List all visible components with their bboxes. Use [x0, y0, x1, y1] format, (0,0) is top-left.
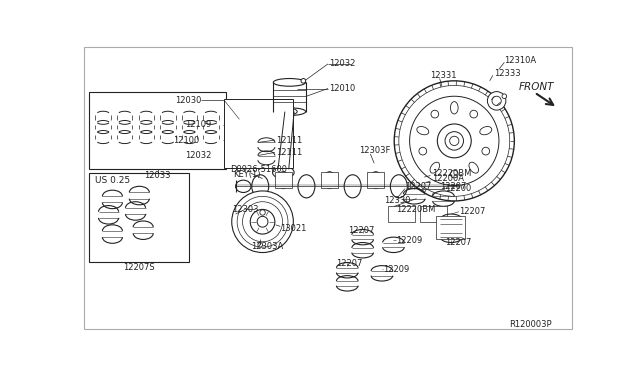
Circle shape — [492, 96, 501, 106]
Circle shape — [232, 191, 293, 253]
Bar — [90, 173, 189, 262]
Text: US 0.25: US 0.25 — [95, 176, 131, 185]
Circle shape — [451, 170, 458, 178]
Text: 12032: 12032 — [330, 60, 356, 68]
Ellipse shape — [480, 126, 492, 135]
Circle shape — [258, 243, 262, 247]
Circle shape — [243, 202, 283, 242]
Text: 12111: 12111 — [276, 148, 302, 157]
Text: 12207: 12207 — [459, 207, 485, 216]
Text: 12109: 12109 — [186, 120, 212, 129]
Ellipse shape — [429, 175, 446, 198]
Ellipse shape — [369, 172, 382, 189]
Text: R120003P: R120003P — [509, 320, 552, 330]
Circle shape — [285, 106, 291, 110]
Text: 12207: 12207 — [405, 182, 431, 191]
Circle shape — [237, 196, 288, 247]
Text: 12100: 12100 — [173, 136, 200, 145]
Text: 12207: 12207 — [336, 259, 362, 268]
Text: 12209: 12209 — [383, 265, 410, 274]
Ellipse shape — [344, 175, 361, 198]
Ellipse shape — [390, 175, 407, 198]
Text: 12333: 12333 — [494, 68, 521, 78]
Text: 12209: 12209 — [396, 236, 422, 245]
Circle shape — [419, 147, 427, 155]
Text: 12033: 12033 — [145, 171, 171, 180]
Circle shape — [450, 136, 459, 145]
Bar — [90, 92, 227, 169]
Bar — [420, 206, 447, 222]
Text: 12030: 12030 — [175, 96, 202, 105]
Ellipse shape — [451, 102, 458, 114]
Circle shape — [502, 94, 507, 99]
Circle shape — [470, 110, 477, 118]
Text: 12207S: 12207S — [124, 263, 155, 272]
Bar — [410, 173, 427, 188]
Ellipse shape — [412, 172, 424, 189]
Text: 12220BM: 12220BM — [432, 169, 471, 178]
Ellipse shape — [298, 175, 315, 198]
Ellipse shape — [252, 175, 269, 198]
Text: 12331: 12331 — [431, 71, 457, 80]
Ellipse shape — [323, 172, 336, 189]
Text: 13021: 13021 — [280, 224, 307, 233]
Circle shape — [482, 147, 490, 155]
Text: 12111: 12111 — [276, 136, 302, 145]
Text: 12207: 12207 — [440, 182, 466, 191]
Bar — [388, 206, 415, 222]
Ellipse shape — [417, 126, 429, 135]
Text: FRONT: FRONT — [519, 82, 554, 92]
Bar — [275, 173, 292, 188]
Text: 12207: 12207 — [348, 226, 374, 235]
Circle shape — [437, 124, 471, 158]
Bar — [321, 173, 338, 188]
Text: 12200: 12200 — [445, 184, 471, 193]
Ellipse shape — [236, 180, 251, 192]
Circle shape — [488, 92, 506, 110]
Text: 12330: 12330 — [384, 196, 411, 205]
Bar — [436, 216, 465, 239]
Text: 12010: 12010 — [330, 84, 356, 93]
Circle shape — [394, 81, 515, 201]
Text: 12032: 12032 — [186, 151, 212, 160]
Ellipse shape — [282, 109, 297, 115]
Circle shape — [257, 217, 268, 227]
Circle shape — [301, 78, 306, 83]
Bar — [224, 99, 293, 168]
Circle shape — [410, 96, 499, 186]
Text: 12200A: 12200A — [432, 174, 464, 183]
Text: 12220BM: 12220BM — [396, 205, 435, 214]
Circle shape — [399, 86, 509, 196]
Circle shape — [260, 210, 265, 215]
Ellipse shape — [430, 162, 440, 173]
Text: D0926-51600: D0926-51600 — [230, 165, 287, 174]
Circle shape — [445, 132, 463, 150]
Text: 12303: 12303 — [232, 205, 259, 214]
Ellipse shape — [469, 162, 479, 173]
Bar — [367, 173, 384, 188]
Text: KEY(1): KEY(1) — [234, 170, 260, 179]
Ellipse shape — [273, 166, 294, 179]
Text: 12303A: 12303A — [251, 242, 284, 251]
Circle shape — [250, 209, 275, 234]
Ellipse shape — [273, 78, 306, 86]
Text: 12310A: 12310A — [504, 55, 536, 64]
Circle shape — [431, 110, 438, 118]
Ellipse shape — [277, 172, 289, 189]
Text: 12207: 12207 — [445, 238, 472, 247]
Text: 12303F: 12303F — [359, 145, 390, 155]
Ellipse shape — [273, 108, 306, 115]
